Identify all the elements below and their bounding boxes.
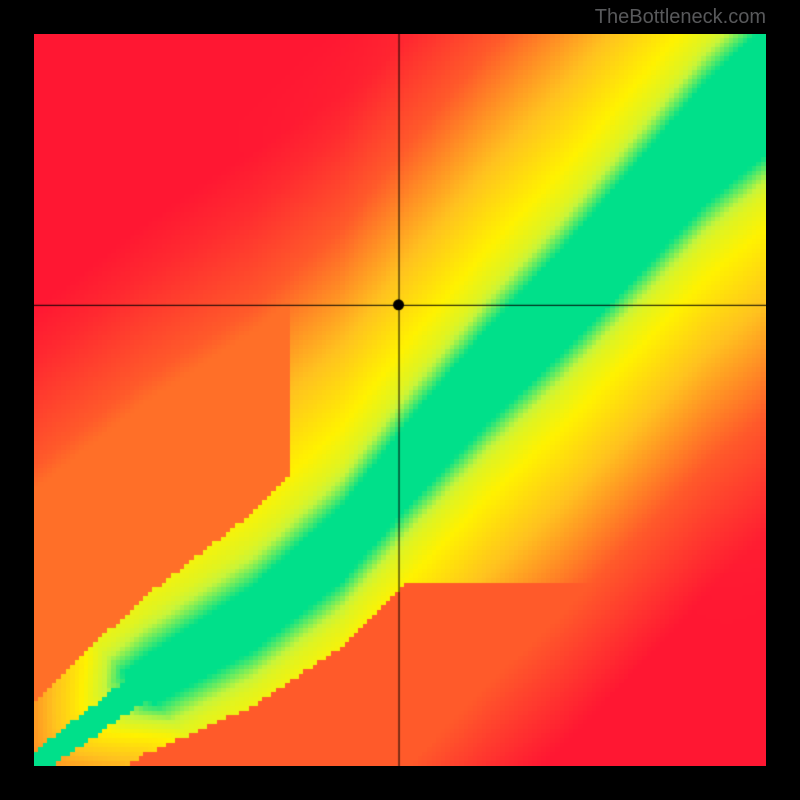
attribution-text: TheBottleneck.com <box>595 6 766 29</box>
chart-wrap: TheBottleneck.com <box>0 0 800 800</box>
bottleneck-heatmap-canvas <box>34 34 766 766</box>
